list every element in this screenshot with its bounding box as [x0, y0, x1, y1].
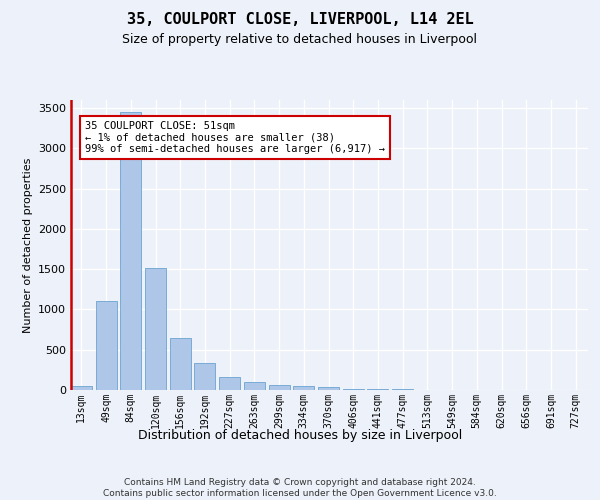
Text: Size of property relative to detached houses in Liverpool: Size of property relative to detached ho… [122, 32, 478, 46]
Bar [219, 376, 240, 390]
Bar [145, 268, 166, 390]
Y-axis label: Number of detached properties: Number of detached properties [23, 158, 32, 332]
Bar [293, 386, 314, 390]
Bar [194, 364, 215, 390]
Bar [392, 388, 413, 390]
Text: Contains HM Land Registry data © Crown copyright and database right 2024.
Contai: Contains HM Land Registry data © Crown c… [103, 478, 497, 498]
Bar [170, 338, 191, 390]
Bar [95, 302, 116, 390]
Bar [120, 112, 141, 390]
Bar [318, 387, 339, 390]
Text: 35, COULPORT CLOSE, LIVERPOOL, L14 2EL: 35, COULPORT CLOSE, LIVERPOOL, L14 2EL [127, 12, 473, 28]
Bar [244, 382, 265, 390]
Bar [71, 386, 92, 390]
Bar [367, 389, 388, 390]
Bar [269, 385, 290, 390]
Text: 35 COULPORT CLOSE: 51sqm
← 1% of detached houses are smaller (38)
99% of semi-de: 35 COULPORT CLOSE: 51sqm ← 1% of detache… [85, 121, 385, 154]
Bar [343, 389, 364, 390]
Text: Distribution of detached houses by size in Liverpool: Distribution of detached houses by size … [138, 428, 462, 442]
